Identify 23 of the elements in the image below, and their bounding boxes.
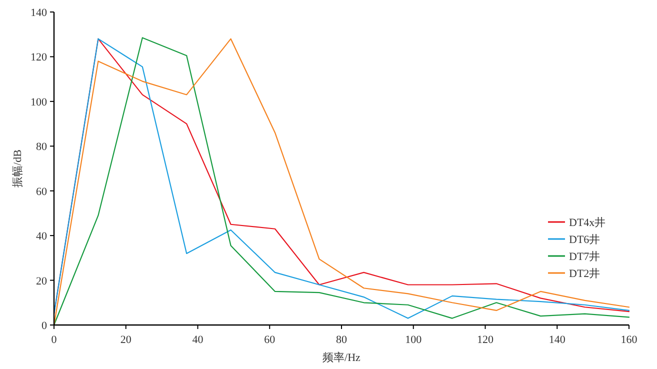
x-tick-label: 160 [620,334,638,346]
x-tick-label: 120 [477,334,494,346]
y-tick-label: 20 [36,275,48,288]
x-tick-label: 80 [336,334,348,346]
legend-label: DT7井 [569,250,600,263]
x-tick-label: 40 [192,334,204,346]
y-tick-label: 140 [30,7,48,19]
x-tick-label: 20 [120,334,132,346]
legend-label: DT2井 [569,267,600,280]
legend-label: DT6井 [569,233,600,246]
x-tick-label: 0 [51,334,58,346]
y-tick-label: 120 [30,52,48,64]
y-tick-label: 0 [42,320,48,332]
y-axis-title: 振幅/dB [12,150,24,188]
x-tick-label: 100 [405,334,422,346]
legend-label: DT4x井 [569,216,606,229]
y-tick-label: 60 [36,186,48,198]
y-tick-label: 100 [30,96,48,108]
y-tick-label: 80 [36,141,48,154]
x-axis-title: 频率/Hz [322,351,361,364]
y-tick-label: 40 [36,230,48,243]
x-tick-label: 60 [264,334,276,346]
x-tick-label: 140 [548,334,566,346]
